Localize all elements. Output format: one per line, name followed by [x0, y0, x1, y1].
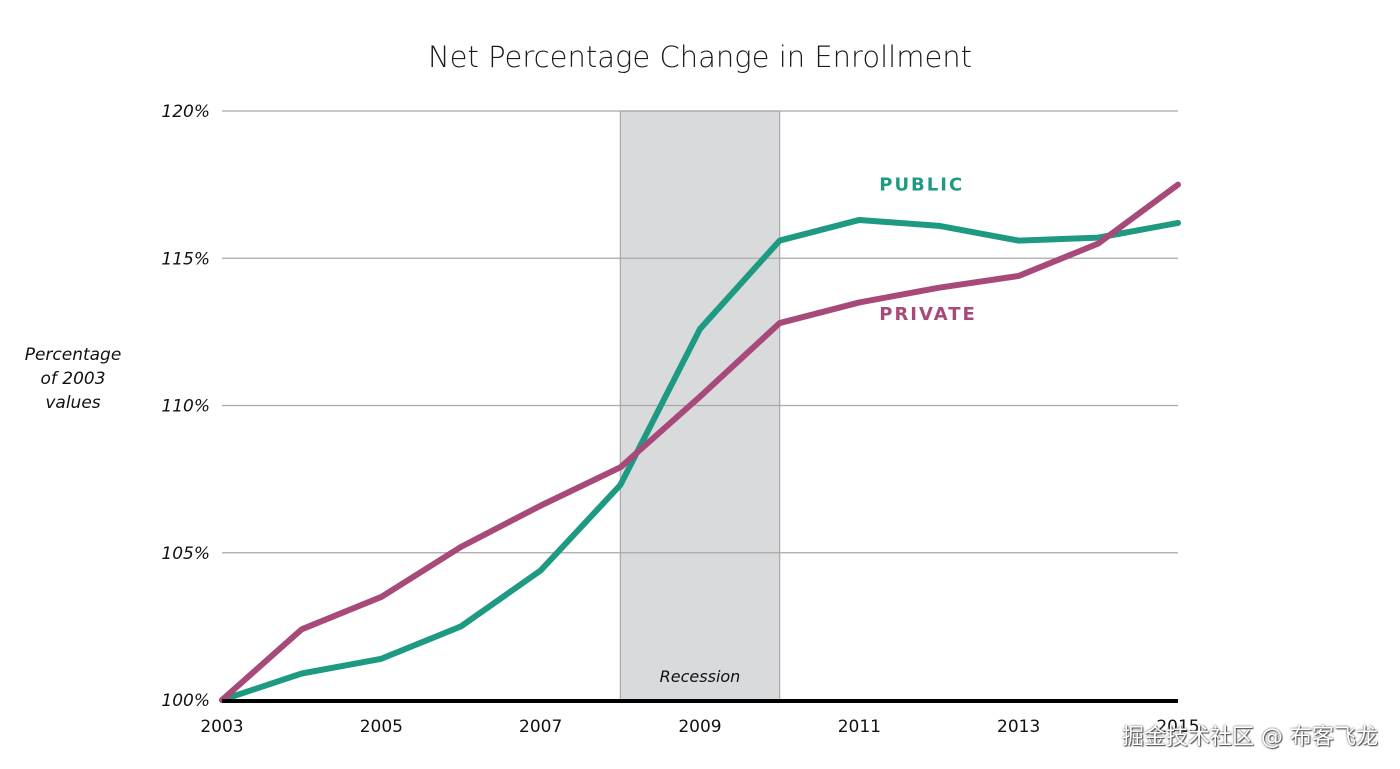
- x-tick-label: 2003: [200, 717, 243, 737]
- x-axis-ticks: 2003 2005 2007 2009 2011 2013 2015: [200, 717, 1199, 737]
- x-tick-label: 2015: [1156, 717, 1199, 737]
- series-label-private: PRIVATE: [879, 304, 977, 325]
- y-axis-label-line-3: values: [45, 393, 100, 413]
- y-axis-label-line-1: Percentage: [25, 345, 122, 365]
- series-lines: [219, 181, 1181, 703]
- series-label-public: PUBLIC: [879, 175, 964, 196]
- y-axis-label-line-2: of 2003: [40, 369, 105, 389]
- recession-label: Recession: [660, 667, 741, 686]
- gridlines: [222, 110, 1178, 554]
- y-axis-ticks: 100% 105% 110% 115% 120%: [161, 102, 210, 711]
- x-tick-label: 2011: [838, 717, 881, 737]
- watermark: 掘金技术社区 @ 布客飞龙: [1122, 725, 1378, 750]
- y-tick-label: 100%: [161, 691, 210, 711]
- series-labels: PUBLIC PRIVATE: [879, 175, 977, 326]
- x-tick-label: 2005: [360, 717, 403, 737]
- y-tick-label: 115%: [161, 249, 210, 269]
- y-axis-label: Percentage of 2003 values: [25, 345, 122, 413]
- x-tick-label: 2007: [519, 717, 562, 737]
- y-tick-label: 105%: [161, 544, 210, 564]
- chart-title: Net Percentage Change in Enrollment: [428, 40, 972, 74]
- y-tick-label: 110%: [161, 397, 210, 417]
- x-tick-label: 2009: [678, 717, 721, 737]
- x-tick-label: 2013: [997, 717, 1040, 737]
- y-tick-label: 120%: [161, 102, 210, 122]
